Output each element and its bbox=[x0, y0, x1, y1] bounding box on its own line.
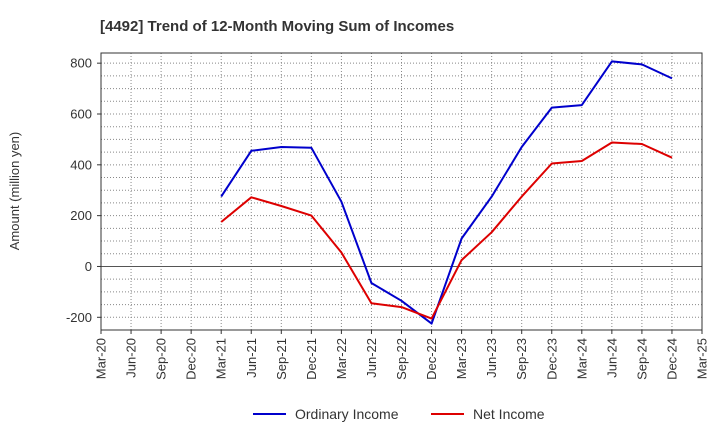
x-tick-label: Dec-22 bbox=[424, 338, 439, 380]
x-tick-label: Mar-20 bbox=[94, 338, 109, 379]
x-tick-label: Mar-24 bbox=[574, 338, 589, 379]
x-tick-label: Dec-23 bbox=[544, 338, 559, 380]
x-tick-label: Dec-20 bbox=[184, 338, 199, 380]
legend-label: Net Income bbox=[473, 406, 545, 422]
x-tick-label: Jun-20 bbox=[124, 338, 139, 378]
x-tick-label: Dec-24 bbox=[664, 338, 679, 380]
series-layer bbox=[220, 60, 673, 325]
x-tick-label: Sep-20 bbox=[154, 338, 169, 380]
x-tick-label: Mar-23 bbox=[454, 338, 469, 379]
y-tick-label: 0 bbox=[85, 259, 92, 274]
x-tick-label: Sep-22 bbox=[394, 338, 409, 380]
x-tick-label: Dec-21 bbox=[304, 338, 319, 380]
x-tick-label: Mar-21 bbox=[214, 338, 229, 379]
x-tick-label: Jun-23 bbox=[484, 338, 499, 378]
x-tick-label: Mar-22 bbox=[334, 338, 349, 379]
x-axis-ticks: Mar-20 Jun-20 Sep-20 Dec-20 Mar-21 Jun-21 Sep-… bbox=[94, 330, 710, 380]
x-tick-label: Jun-21 bbox=[244, 338, 259, 378]
series-line-net-income bbox=[220, 141, 673, 320]
x-tick-label: Jun-22 bbox=[364, 338, 379, 378]
chart-title: [4492] Trend of 12-Month Moving Sum of I… bbox=[100, 18, 454, 35]
x-tick-label: Sep-23 bbox=[514, 338, 529, 380]
y-tick-label: 600 bbox=[70, 106, 92, 121]
y-tick-label: 200 bbox=[70, 208, 92, 223]
y-axis-ticks: -200 0 200 400 600 800 bbox=[66, 56, 101, 325]
series-line-ordinary-income bbox=[220, 60, 673, 325]
legend: Ordinary Income Net Income bbox=[253, 406, 545, 422]
y-tick-label: -200 bbox=[66, 310, 92, 325]
y-tick-label: 400 bbox=[70, 157, 92, 172]
y-tick-label: 800 bbox=[70, 56, 92, 71]
x-tick-label: Sep-21 bbox=[274, 338, 289, 380]
x-tick-label: Sep-24 bbox=[634, 338, 649, 380]
x-tick-label: Jun-24 bbox=[604, 338, 619, 378]
gridlines bbox=[101, 53, 702, 330]
x-tick-label: Mar-25 bbox=[695, 338, 710, 379]
y-axis-label: Amount (million yen) bbox=[7, 132, 22, 251]
legend-label: Ordinary Income bbox=[295, 406, 399, 422]
